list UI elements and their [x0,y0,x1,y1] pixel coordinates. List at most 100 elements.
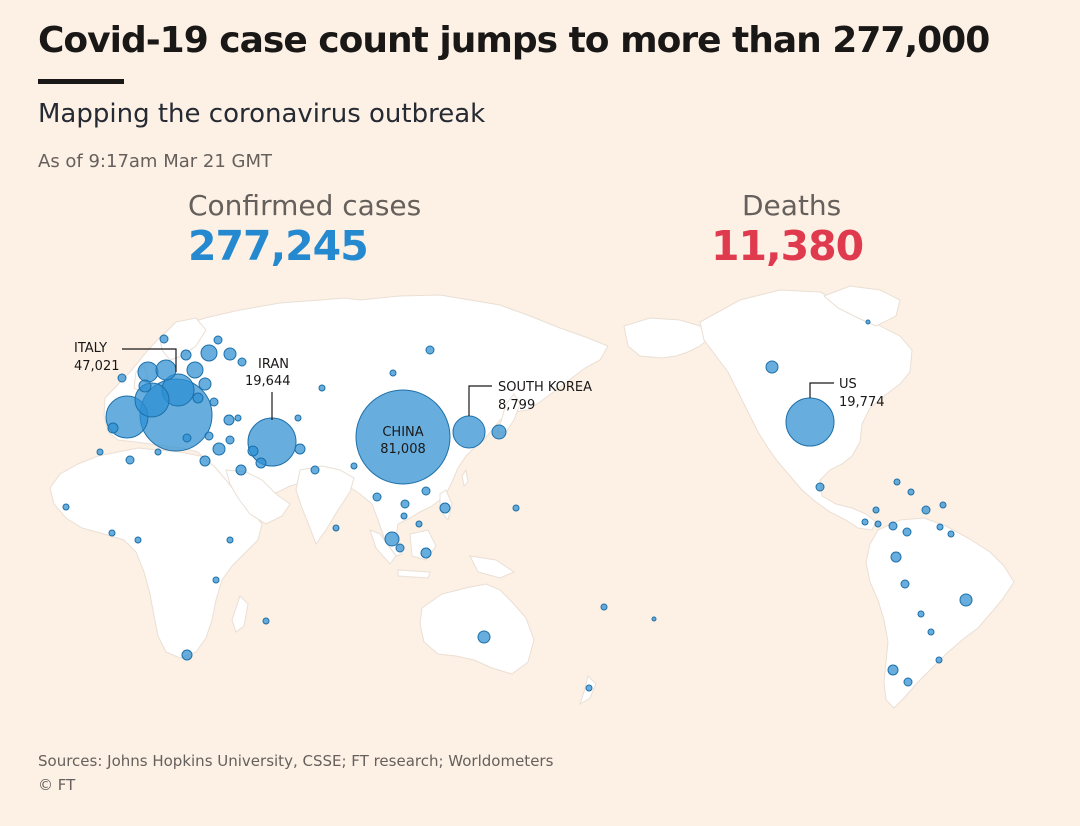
bubble-costa-rica [874,520,882,528]
bubble-turkey [223,414,235,426]
bubble-canada [765,360,779,374]
bubble-jamaica [907,488,915,496]
bubble-denmark [180,349,192,361]
bubble-lebanon [225,435,235,445]
italy-callout-line [122,348,177,372]
bubble-egypt [199,455,211,467]
bubble-india [310,465,320,475]
bubble-norway [200,344,218,362]
china-cases: 81,008 [380,442,426,457]
title-rule [38,79,124,84]
bubble-poland [209,397,219,407]
land-madagascar [231,595,249,633]
bubble-greece [204,431,214,441]
land-south-america [865,517,1015,709]
land-alaska [623,317,713,359]
bubble-bolivia [917,610,925,618]
deaths-value: 11,380 [711,222,864,270]
china-label: CHINA [382,425,423,440]
south-korea-cases: 8,799 [498,398,535,413]
bubble-switzerland [155,359,177,381]
bubble-guatemala [861,518,869,526]
bubble-us [785,397,835,447]
world-map: ITALY 47,021 IRAN 19,644 CHINA 81,008 SO… [49,285,1015,709]
bubble-brazil [959,593,973,607]
land-india [295,465,355,546]
bubble-estonia [237,357,247,367]
bubble-iran [247,417,297,467]
bubble-guam [512,504,520,512]
iran-label: IRAN [258,357,289,372]
bubble-netherlands [186,361,204,379]
bubble-colombia [902,527,912,537]
us-cases: 19,774 [839,395,885,410]
us-label: US [839,377,857,392]
italy-label: ITALY [74,341,107,356]
bubble-senegal [62,503,70,511]
bubble-honduras [872,506,880,514]
bubble-sweden [223,347,237,361]
bubble-japan [491,424,507,440]
bubble-venezuela [936,523,944,531]
bubble-kenya [212,576,220,584]
confirmed-cases-value: 277,245 [188,222,369,270]
callouts [122,348,834,420]
land-australia [419,583,535,675]
land-taiwan [461,468,469,488]
bubble-nepal [350,462,358,470]
bubble-sri-lanka [332,524,340,532]
bubble-greenland [865,319,871,325]
bubble-tunisia [154,448,162,456]
ft-credit: © FT [38,776,76,794]
bubble-panama [888,521,898,531]
us-callout-line [809,382,834,398]
bubble-indonesia [420,547,432,559]
land-greenland [823,285,901,327]
bubble-trinidad [947,530,955,538]
country-labels: ITALY 47,021 IRAN 19,644 CHINA 81,008 SO… [74,341,885,457]
bubble-uzbekistan [294,414,302,422]
bubble-kazakhstan [318,384,326,392]
bubble-hong-kong [421,486,431,496]
bubble-malaysia [384,531,400,547]
bubble-french-polynesia [651,616,657,622]
land-africa [49,447,263,659]
bubble-mexico [815,482,825,492]
land-arabia [225,469,291,525]
chart-title: Covid-19 case count jumps to more than 2… [38,20,990,61]
bubble-mauritius [262,617,270,625]
bubble-ethiopia [226,536,234,544]
bubble-slovenia [182,433,192,443]
land-japan [497,393,521,433]
south-korea-callout-line [468,385,492,416]
bubble-morocco [96,448,104,456]
bubble-uk [137,361,159,383]
italy-cases: 47,021 [74,359,120,374]
bubble-australia [477,630,491,644]
bubble-algeria [125,455,135,465]
bubble-bahrain [247,445,259,457]
bubble-dominican-republic [921,505,931,515]
bubble-argentina [903,677,913,687]
case-bubbles [62,319,973,692]
bubble-brunei [415,520,423,528]
bubble-vietnam [400,499,410,509]
chart-subtitle: Mapping the coronavirus outbreak [38,99,486,129]
bubble-uruguay [927,628,935,636]
bubble-paraguay [935,656,943,664]
confirmed-cases-label: Confirmed cases [188,189,422,222]
land-new-guinea [469,555,516,579]
bubble-qatar [255,457,267,469]
bubble-ireland [117,373,127,383]
bubble-pakistan [294,443,306,455]
bubble-saudi-arabia [235,464,247,476]
bubble-belgium [138,379,152,393]
bubble-russia [425,345,435,355]
bubble-puerto-rico [939,501,947,509]
bubble-cambodia [400,512,408,520]
bubble-cuba [893,478,901,486]
deaths-label: Deaths [742,189,842,222]
bubble-ghana [108,529,116,537]
bubble-chile [887,664,899,676]
bubble-nigeria [134,536,142,544]
